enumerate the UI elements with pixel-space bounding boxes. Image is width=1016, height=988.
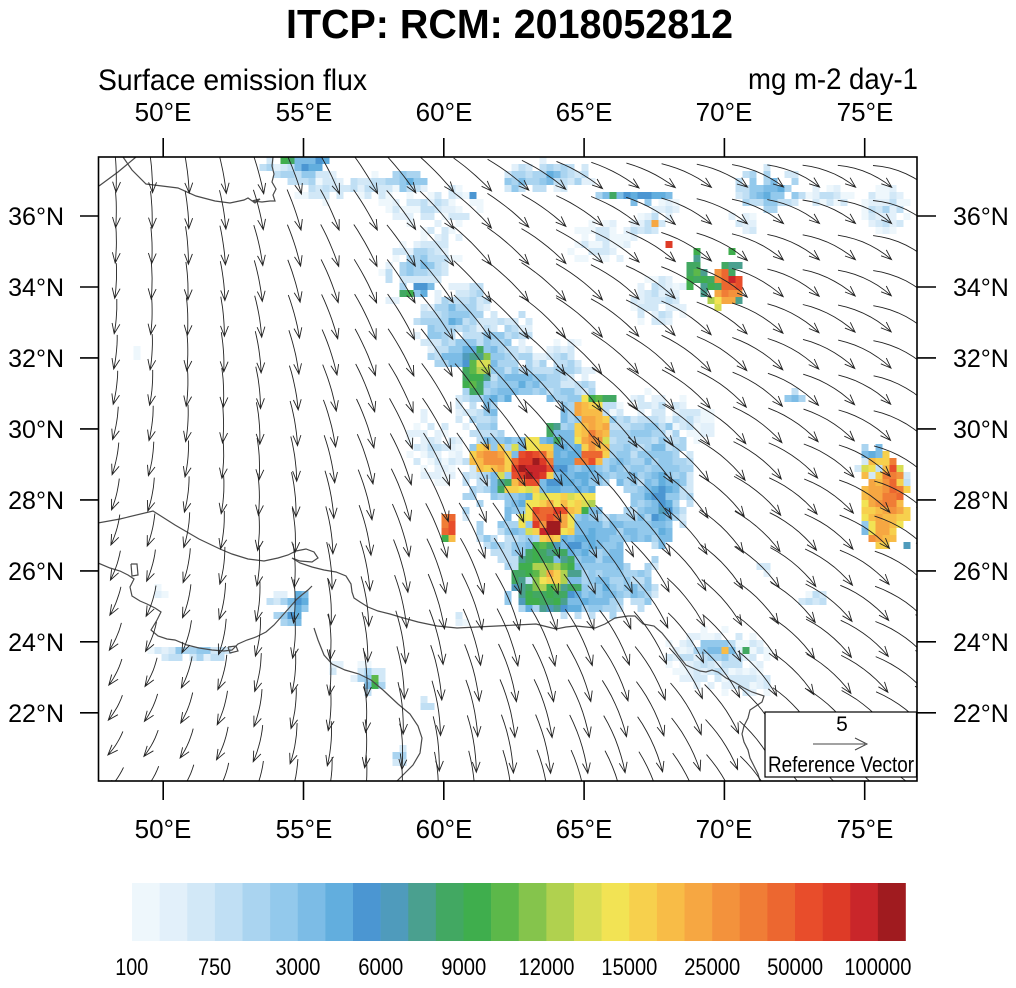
svg-text:22°N: 22°N: [953, 700, 1009, 728]
svg-text:22°N: 22°N: [8, 700, 64, 728]
svg-text:12000: 12000: [519, 954, 575, 981]
svg-text:36°N: 36°N: [953, 203, 1009, 231]
svg-text:60°E: 60°E: [416, 97, 473, 127]
svg-text:Surface emission flux: Surface emission flux: [98, 64, 367, 97]
svg-text:65°E: 65°E: [556, 814, 613, 844]
svg-text:24°N: 24°N: [8, 629, 64, 657]
svg-text:5: 5: [836, 713, 848, 736]
svg-text:70°E: 70°E: [696, 97, 753, 127]
svg-text:50°E: 50°E: [135, 814, 192, 844]
svg-text:32°N: 32°N: [8, 345, 64, 373]
svg-text:34°N: 34°N: [953, 274, 1009, 302]
svg-text:55°E: 55°E: [276, 97, 333, 127]
svg-text:15000: 15000: [601, 954, 657, 981]
svg-text:34°N: 34°N: [8, 274, 64, 302]
svg-text:65°E: 65°E: [556, 97, 613, 127]
svg-text:60°E: 60°E: [416, 814, 473, 844]
svg-text:26°N: 26°N: [8, 558, 64, 586]
svg-text:6000: 6000: [358, 954, 403, 981]
svg-text:28°N: 28°N: [953, 487, 1009, 515]
svg-text:30°N: 30°N: [953, 416, 1009, 444]
svg-text:100000: 100000: [844, 954, 911, 981]
svg-text:mg m-2 day-1: mg m-2 day-1: [748, 63, 918, 96]
svg-text:32°N: 32°N: [953, 345, 1009, 373]
svg-text:36°N: 36°N: [8, 203, 64, 231]
svg-text:Reference Vector: Reference Vector: [768, 752, 914, 777]
svg-text:75°E: 75°E: [837, 814, 894, 844]
svg-text:50000: 50000: [767, 954, 823, 981]
svg-text:28°N: 28°N: [8, 487, 64, 515]
svg-text:30°N: 30°N: [8, 416, 64, 444]
svg-text:75°E: 75°E: [837, 97, 894, 127]
svg-text:25000: 25000: [684, 954, 740, 981]
svg-text:750: 750: [198, 954, 231, 981]
svg-text:ITCP: RCM: 2018052812: ITCP: RCM: 2018052812: [286, 1, 733, 47]
svg-text:26°N: 26°N: [953, 558, 1009, 586]
svg-text:50°E: 50°E: [135, 97, 192, 127]
svg-text:24°N: 24°N: [953, 629, 1009, 657]
svg-text:100: 100: [115, 954, 148, 981]
svg-text:55°E: 55°E: [276, 814, 333, 844]
svg-text:70°E: 70°E: [696, 814, 753, 844]
svg-text:9000: 9000: [441, 954, 486, 981]
svg-text:3000: 3000: [275, 954, 320, 981]
